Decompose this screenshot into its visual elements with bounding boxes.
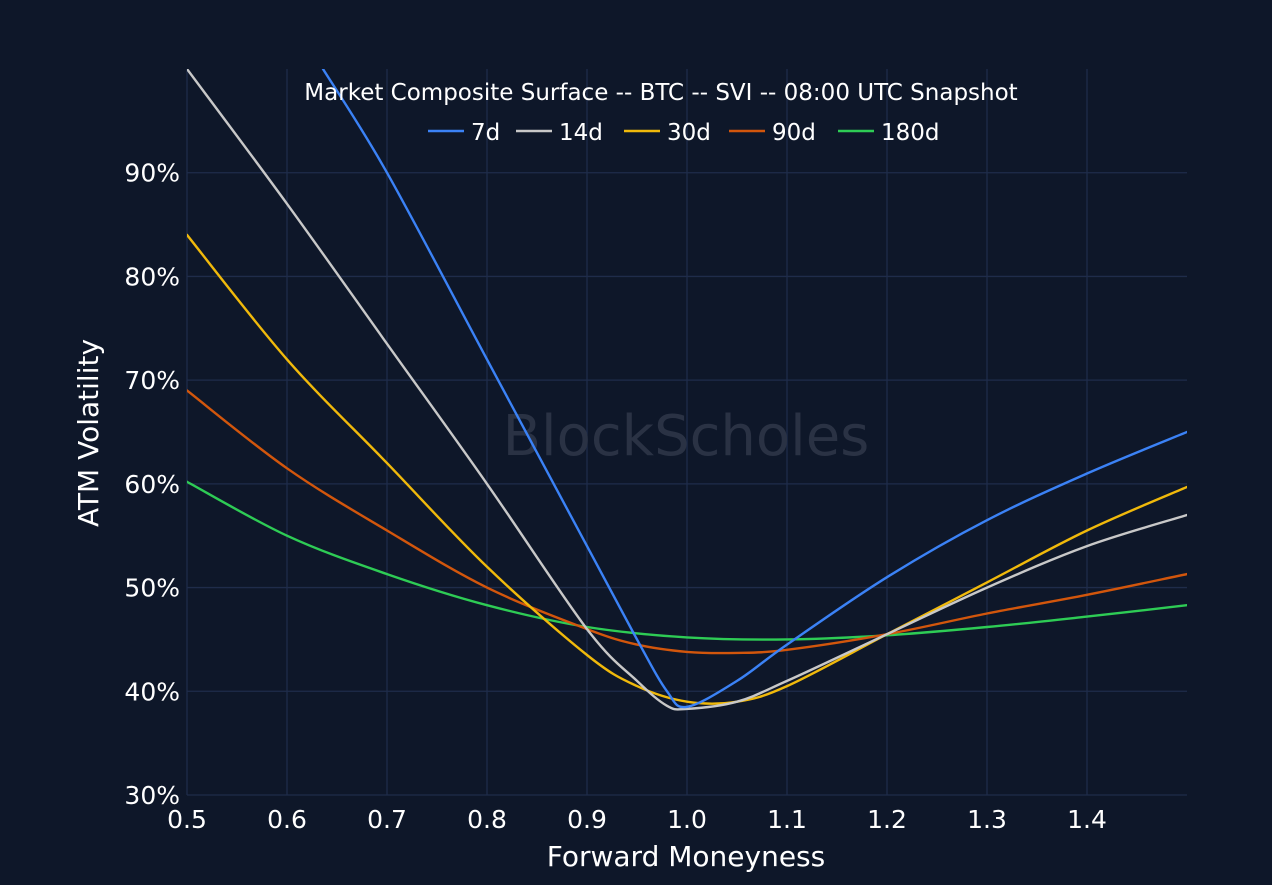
x-tick-label: 1.4: [1067, 805, 1107, 834]
x-tick-label: 1.2: [867, 805, 907, 834]
x-tick-label: 0.8: [467, 805, 507, 834]
y-tick-label: 50%: [124, 574, 180, 603]
legend-label-90d: 90d: [772, 120, 816, 146]
y-tick-label: 60%: [124, 470, 180, 499]
y-tick-label: 40%: [124, 677, 180, 706]
watermark: BlockScholes: [503, 404, 870, 469]
series-line-90d: [187, 389, 1187, 655]
series-line-180d: [187, 480, 1187, 641]
y-tick-label: 90%: [124, 159, 180, 188]
series-layer: [187, 69, 1187, 711]
legend-label-14d: 14d: [559, 120, 603, 146]
y-axis-ticks: 30% 40% 50% 60% 70% 80% 90%: [124, 159, 180, 810]
x-tick-label: 0.9: [567, 805, 607, 834]
y-axis-title: ATM Volatility: [72, 339, 105, 527]
x-axis-ticks: 0.5 0.6 0.7 0.8 0.9 1.0 1.1 1.2 1.3 1.4: [167, 805, 1107, 834]
y-tick-label: 80%: [124, 262, 180, 291]
legend: 7d 14d 30d 90d 180d: [428, 120, 940, 146]
x-tick-label: 0.6: [267, 805, 307, 834]
y-tick-label: 70%: [124, 366, 180, 395]
x-tick-label: 1.1: [767, 805, 807, 834]
x-tick-label: 1.0: [667, 805, 707, 834]
series-line-7d: [321, 69, 1187, 709]
x-tick-label: 0.7: [367, 805, 407, 834]
legend-label-180d: 180d: [881, 120, 940, 146]
legend-label-30d: 30d: [667, 120, 711, 146]
x-axis-title: Forward Moneyness: [547, 840, 825, 873]
chart-title: Market Composite Surface -- BTC -- SVI -…: [304, 80, 1017, 106]
legend-label-7d: 7d: [471, 120, 500, 146]
grid: [186, 69, 1187, 796]
x-tick-label: 1.3: [967, 805, 1007, 834]
x-tick-label: 0.5: [167, 805, 207, 834]
y-tick-label: 30%: [124, 781, 180, 810]
series-line-14d: [187, 69, 1187, 711]
